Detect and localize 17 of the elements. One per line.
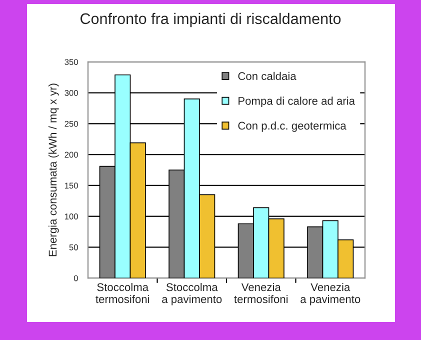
legend-label: Con p.d.c. geotermica xyxy=(238,121,346,132)
y-tick-label: 300 xyxy=(64,90,78,96)
chart-title: Confronto fra impianti di riscaldamento xyxy=(80,12,341,28)
x-tick-label: Venezia termosifoni xyxy=(234,282,288,304)
y-tick-label: 250 xyxy=(64,120,78,127)
x-tick-label: Stoccolma a pavimento xyxy=(162,282,222,306)
y-tick-label: 50 xyxy=(69,244,78,250)
y-tick-label: 100 xyxy=(65,214,78,220)
y-tick-label: 0 xyxy=(74,275,78,282)
y-tick-label: 200 xyxy=(64,152,78,158)
legend-label: Con caldaia xyxy=(238,72,296,80)
y-axis-title: Energia consumata (kWh / mq x yr) xyxy=(48,84,59,256)
x-tick-label: Venezia a pavimento xyxy=(300,282,360,306)
y-tick-label: 150 xyxy=(65,182,78,189)
x-tick-label: Stoccolma termosifoni xyxy=(96,282,150,304)
y-tick-label: 350 xyxy=(64,59,78,65)
legend-label: Pompa di calore ad aria xyxy=(238,96,356,108)
